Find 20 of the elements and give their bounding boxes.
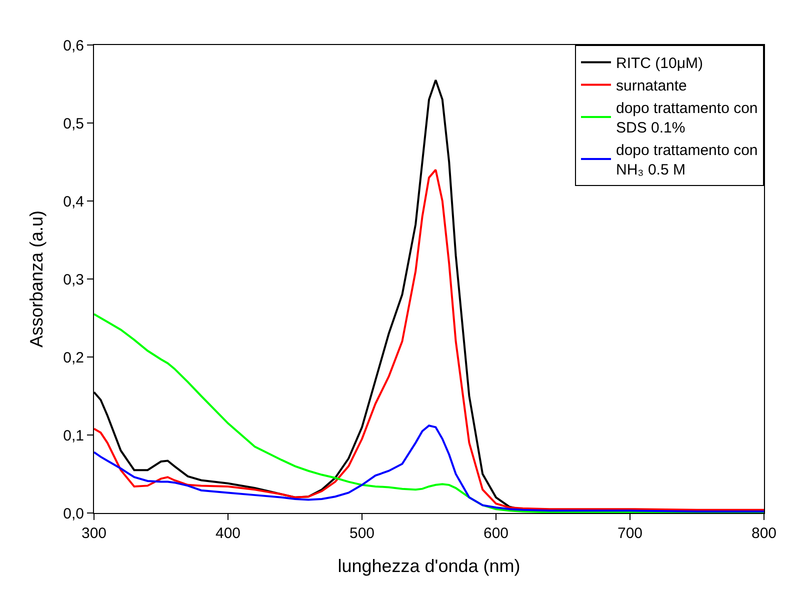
y-tick-label: 0,0 — [63, 505, 84, 522]
x-tick-label: 500 — [349, 525, 375, 542]
y-tick-label: 0,1 — [63, 427, 84, 444]
y-tick-label: 0,3 — [63, 271, 84, 288]
x-tick-label: 300 — [81, 525, 107, 542]
line-series — [94, 313, 764, 513]
y-tick-label: 0,5 — [63, 115, 84, 132]
y-tick-label: 0,4 — [63, 193, 84, 210]
legend-label: surnatante — [616, 78, 687, 95]
x-tick-label: 400 — [215, 525, 241, 542]
legend-label: dopo trattamento con NH₃ 0.5 M — [616, 142, 758, 179]
x-axis-title: lunghezza d'onda (nm) — [338, 556, 520, 576]
y-tick-label: 0,6 — [63, 37, 84, 54]
legend-label: RITC (10μM) — [616, 55, 703, 72]
line-series — [94, 424, 764, 512]
x-tick-label: 800 — [751, 525, 777, 542]
x-tick-label: 600 — [483, 525, 509, 542]
y-tick-label: 0,2 — [63, 349, 84, 366]
y-axis-title: Assorbanza (a.u) — [26, 210, 46, 348]
x-tick-label: 700 — [617, 525, 643, 542]
